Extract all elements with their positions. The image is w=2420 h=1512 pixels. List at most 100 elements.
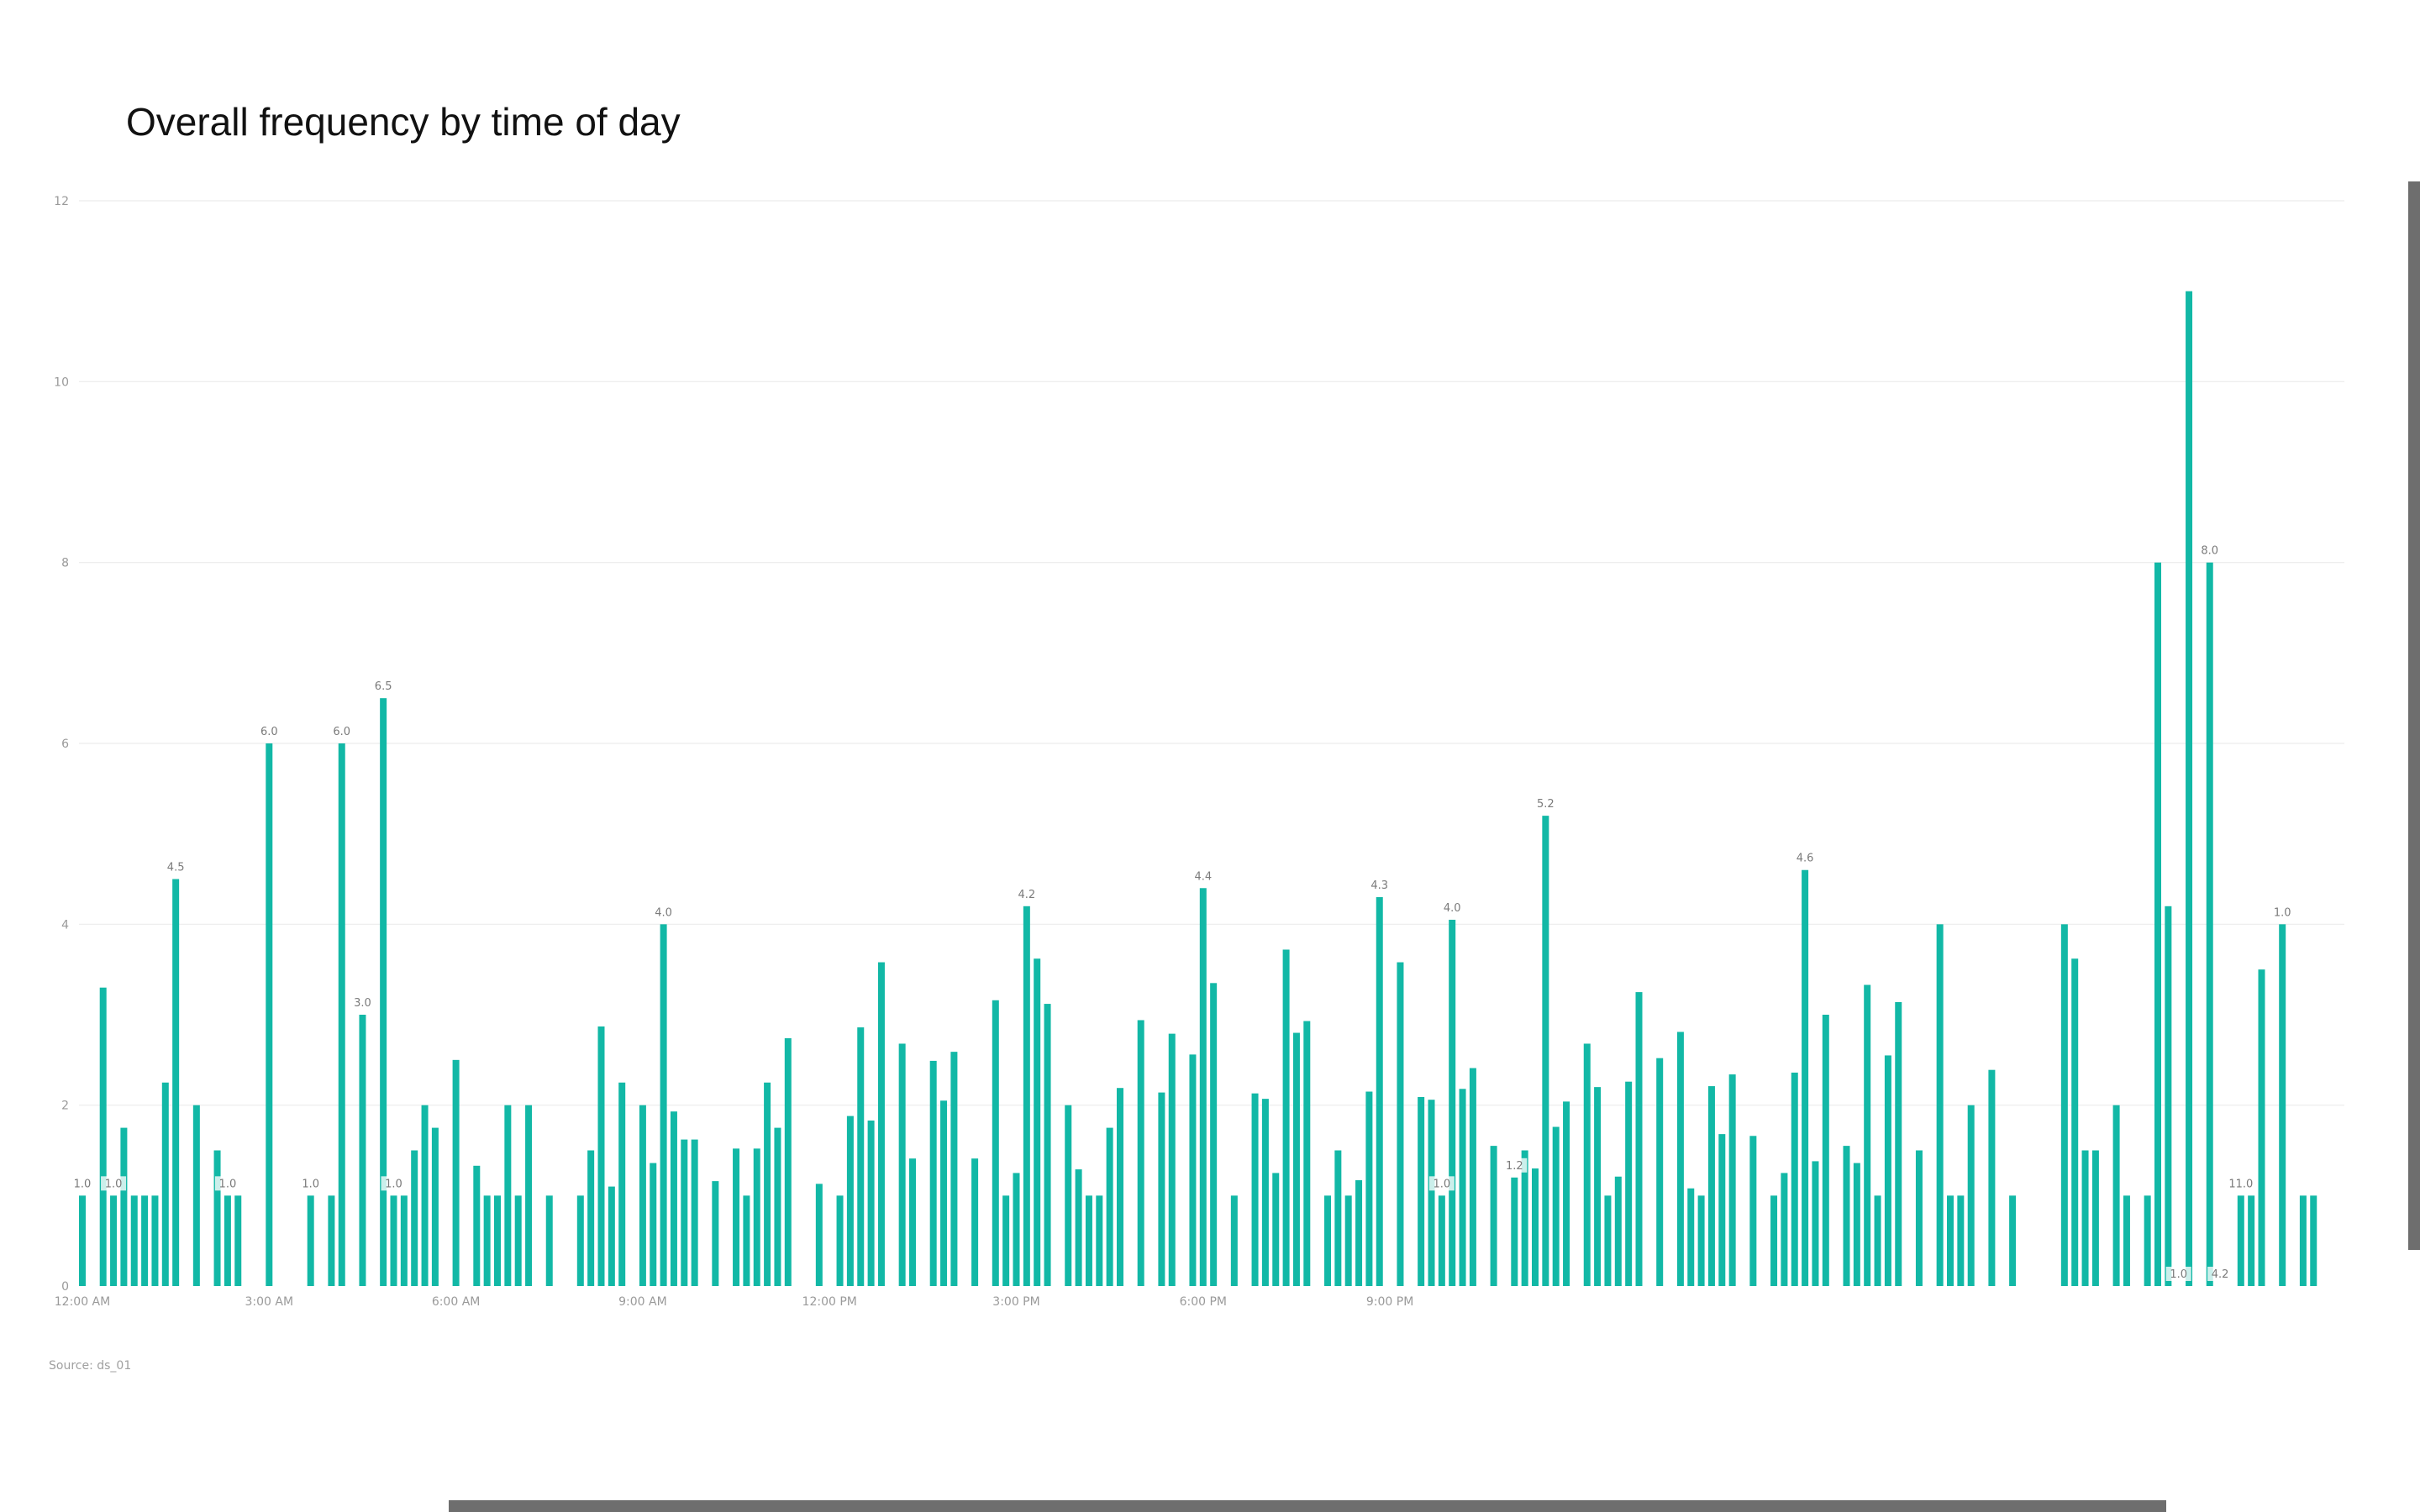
y-tick-label: 12 bbox=[54, 195, 69, 208]
bar bbox=[1344, 1195, 1352, 1286]
bar bbox=[1034, 958, 1041, 1286]
bar bbox=[743, 1195, 750, 1286]
data-label: 1.0 bbox=[2274, 906, 2291, 919]
bar bbox=[1521, 1150, 1528, 1286]
bar bbox=[421, 1105, 429, 1286]
bar bbox=[1822, 1015, 1829, 1286]
data-label: 6.5 bbox=[375, 680, 392, 693]
bar bbox=[1936, 924, 1944, 1286]
bar bbox=[1947, 1195, 1954, 1286]
x-tick-label: 12:00 AM bbox=[55, 1295, 110, 1309]
bar bbox=[2009, 1195, 2017, 1286]
bar bbox=[338, 743, 345, 1286]
data-label: 4.0 bbox=[655, 906, 672, 919]
bar bbox=[1418, 1096, 1425, 1286]
bar bbox=[1884, 1055, 1891, 1286]
bar bbox=[1096, 1195, 1103, 1286]
bar bbox=[950, 1052, 958, 1286]
bar bbox=[1428, 1100, 1435, 1286]
data-label: 4.2 bbox=[1018, 889, 1036, 901]
bar bbox=[1469, 1068, 1476, 1286]
bar bbox=[172, 879, 180, 1286]
x-tick-label: 6:00 PM bbox=[1180, 1295, 1227, 1309]
bar bbox=[1781, 1173, 1788, 1286]
bar bbox=[597, 1026, 605, 1286]
bar bbox=[1656, 1058, 1664, 1286]
bar bbox=[79, 1195, 86, 1286]
data-label: 1.0 bbox=[385, 1178, 402, 1190]
vertical-scrollbar[interactable] bbox=[2408, 181, 2420, 1250]
bar bbox=[639, 1105, 646, 1286]
bar bbox=[1292, 1032, 1300, 1286]
bars bbox=[79, 291, 2317, 1287]
grid-lines bbox=[79, 200, 2344, 1106]
data-label: 4.2 bbox=[2212, 1268, 2229, 1281]
data-label-background bbox=[297, 1176, 324, 1191]
bar bbox=[1697, 1195, 1705, 1286]
bar bbox=[2165, 906, 2172, 1286]
bar bbox=[2112, 1105, 2120, 1286]
horizontal-scrollbar[interactable] bbox=[449, 1500, 2166, 1512]
bar bbox=[1802, 869, 1809, 1286]
bar bbox=[618, 1082, 626, 1286]
bar bbox=[1210, 983, 1218, 1286]
bar bbox=[1625, 1081, 1633, 1286]
data-label-background bbox=[1533, 796, 1559, 811]
data-label: 1.0 bbox=[74, 1178, 92, 1190]
data-label: 1.0 bbox=[302, 1178, 319, 1190]
bar bbox=[1272, 1173, 1280, 1286]
data-label: 11.0 bbox=[2228, 1178, 2253, 1190]
bar bbox=[1594, 1087, 1602, 1286]
data-label: 1.2 bbox=[1506, 1160, 1523, 1173]
bar bbox=[2248, 1195, 2255, 1286]
bar bbox=[213, 1150, 221, 1286]
bar bbox=[992, 1000, 999, 1286]
x-tick-label: 12:00 PM bbox=[802, 1295, 857, 1309]
bar bbox=[1687, 1188, 1695, 1286]
x-tick-label: 6:00 AM bbox=[432, 1295, 481, 1309]
data-label: 1.0 bbox=[219, 1178, 237, 1190]
bar bbox=[929, 1060, 937, 1286]
bar bbox=[224, 1195, 231, 1286]
bar bbox=[473, 1165, 481, 1286]
data-label: 1.0 bbox=[2170, 1268, 2187, 1281]
bar bbox=[815, 1184, 823, 1286]
bar bbox=[1915, 1150, 1923, 1286]
bar bbox=[1365, 1091, 1373, 1286]
data-label-background bbox=[1439, 900, 1465, 915]
x-tick-label: 9:00 AM bbox=[618, 1295, 667, 1309]
bar bbox=[411, 1150, 418, 1286]
bar bbox=[1511, 1177, 1518, 1286]
bar bbox=[857, 1027, 865, 1286]
data-label-background bbox=[381, 1176, 407, 1191]
data-label: 1.0 bbox=[105, 1178, 123, 1190]
y-tick-label: 6 bbox=[61, 738, 69, 751]
bar bbox=[161, 1082, 169, 1286]
data-label: 4.6 bbox=[1797, 853, 1814, 865]
bar bbox=[359, 1015, 366, 1286]
bar bbox=[681, 1139, 688, 1286]
bar bbox=[2154, 562, 2161, 1286]
bar bbox=[1168, 1033, 1176, 1286]
y-tick-label: 4 bbox=[61, 918, 69, 932]
bar bbox=[1137, 1020, 1144, 1286]
bar bbox=[1957, 1195, 1965, 1286]
bar bbox=[2144, 1195, 2151, 1286]
bar bbox=[2258, 969, 2265, 1286]
bar bbox=[1718, 1134, 1726, 1286]
bar bbox=[774, 1127, 781, 1286]
bar bbox=[141, 1195, 149, 1286]
bar bbox=[1397, 962, 1404, 1286]
x-tick-label: 9:00 PM bbox=[1366, 1295, 1413, 1309]
bar bbox=[2091, 1150, 2099, 1286]
bar bbox=[1002, 1195, 1010, 1286]
bar bbox=[380, 698, 387, 1286]
bar bbox=[504, 1105, 512, 1286]
data-label-background bbox=[1013, 886, 1039, 901]
bar bbox=[1853, 1163, 1860, 1286]
bar bbox=[1085, 1195, 1092, 1286]
bar bbox=[867, 1120, 875, 1286]
source-note: Source: ds_01 bbox=[49, 1359, 132, 1373]
bar bbox=[1563, 1101, 1570, 1286]
data-label-background bbox=[2165, 1267, 2191, 1281]
